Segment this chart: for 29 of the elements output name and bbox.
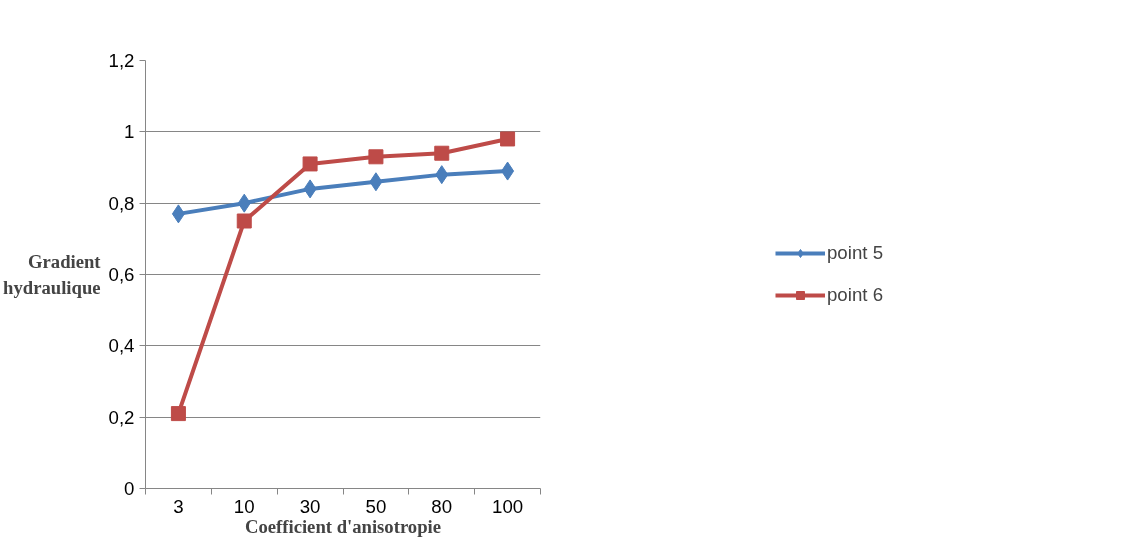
y-tick-label: 0,6 bbox=[108, 264, 135, 285]
point bbox=[236, 213, 252, 229]
y-tick-label: 0,4 bbox=[108, 335, 135, 357]
point bbox=[237, 193, 251, 213]
point bbox=[369, 172, 383, 192]
point bbox=[170, 406, 186, 422]
legend-label: point 6 bbox=[826, 284, 884, 306]
x-tick-label: 10 bbox=[233, 495, 255, 517]
x-tick-label: 80 bbox=[431, 495, 453, 517]
point bbox=[171, 204, 185, 224]
x-tick-label: 3 bbox=[173, 495, 184, 517]
y-tick-label: 0,2 bbox=[108, 406, 135, 428]
y-axis-title: Gradient hydraulique bbox=[3, 251, 102, 298]
point bbox=[303, 179, 317, 199]
x-axis-title: Coefficient d'anisotropie bbox=[244, 515, 442, 537]
x-tick-label: 30 bbox=[299, 495, 321, 517]
y-tick-label: 1 bbox=[124, 121, 135, 143]
point bbox=[500, 131, 516, 147]
point bbox=[501, 161, 515, 181]
point bbox=[434, 145, 450, 161]
x-tick-label: 100 bbox=[492, 495, 524, 517]
point bbox=[368, 149, 384, 165]
point bbox=[302, 156, 318, 172]
y-tick-label: 1,2 bbox=[108, 50, 135, 71]
y-tick-label: 0,8 bbox=[108, 192, 135, 214]
legend-label: point 5 bbox=[826, 242, 884, 264]
point bbox=[435, 165, 449, 185]
y-tick-label: 0 bbox=[124, 478, 135, 499]
x-tick-label: 50 bbox=[365, 495, 387, 517]
